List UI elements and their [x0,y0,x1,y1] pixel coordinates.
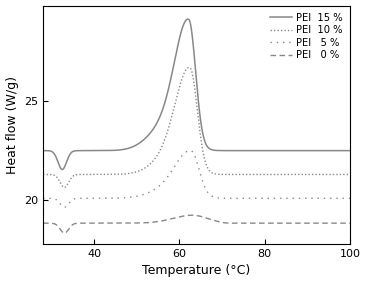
PEI  15 % [41,149,45,152]
PEI   5 % [41,197,45,200]
PEI   5 % [342,197,346,200]
PEI  15 % [76,149,81,152]
PEI   0 % [159,219,163,223]
PEI  10 % [94,173,98,176]
PEI   0 % [94,222,98,225]
PEI  10 % [76,173,81,176]
Line: PEI   5 %: PEI 5 % [43,151,350,207]
PEI  15 % [159,113,163,116]
PEI  15 % [60,168,64,171]
Y-axis label: Heat flow (W/g): Heat flow (W/g) [5,76,19,174]
PEI  10 % [309,173,313,176]
PEI  15 % [172,61,176,65]
PEI   5 % [62,205,67,209]
PEI   0 % [342,222,346,225]
PEI  15 % [342,149,346,152]
PEI   0 % [76,222,81,225]
X-axis label: Temperature (°C): Temperature (°C) [142,264,251,277]
Legend: PEI  15 %, PEI  10 %, PEI   5 %, PEI   0 %: PEI 15 %, PEI 10 %, PEI 5 %, PEI 0 % [268,10,345,62]
PEI  15 % [94,149,98,152]
PEI   5 % [309,197,313,200]
PEI  10 % [348,173,352,176]
PEI   0 % [62,231,67,235]
PEI  15 % [348,149,352,152]
PEI  10 % [41,173,45,176]
PEI  15 % [309,149,313,152]
PEI   5 % [94,197,98,200]
PEI   5 % [348,197,352,200]
PEI  10 % [159,147,163,151]
PEI   5 % [187,149,192,153]
Line: PEI  10 %: PEI 10 % [43,68,350,187]
PEI   5 % [159,183,163,186]
Line: PEI  15 %: PEI 15 % [43,19,350,170]
PEI  10 % [342,173,346,176]
PEI   5 % [172,166,176,169]
PEI  15 % [186,18,190,21]
Line: PEI   0 %: PEI 0 % [43,215,350,233]
PEI   0 % [309,222,313,225]
PEI   0 % [172,216,176,220]
PEI   0 % [41,222,45,225]
PEI  10 % [187,66,191,69]
PEI  10 % [62,186,67,189]
PEI   0 % [348,222,352,225]
PEI   5 % [76,197,81,200]
PEI   0 % [190,213,194,217]
PEI  10 % [172,106,176,109]
